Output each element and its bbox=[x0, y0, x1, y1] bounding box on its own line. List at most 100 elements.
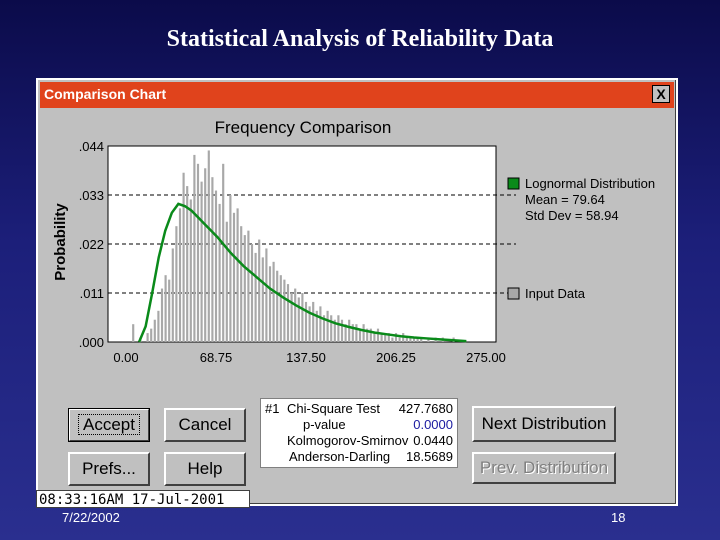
histogram-bar bbox=[243, 235, 246, 342]
window-titlebar[interactable]: Comparison Chart X bbox=[40, 82, 674, 108]
histogram-bar bbox=[157, 310, 160, 342]
stats-value: 18.5689 bbox=[406, 449, 453, 464]
histogram-bar bbox=[283, 279, 286, 342]
histogram-bar bbox=[250, 244, 254, 342]
histogram-bar bbox=[351, 324, 354, 342]
histogram-bar bbox=[337, 315, 340, 342]
histogram-bar bbox=[369, 328, 372, 342]
x-tick-label: 0.00 bbox=[113, 350, 138, 365]
accept-button[interactable]: Accept bbox=[68, 408, 150, 442]
histogram-bar bbox=[387, 333, 390, 342]
x-tick-label: 275.00 bbox=[466, 350, 506, 365]
histogram-bar bbox=[200, 181, 203, 342]
histogram-bar bbox=[340, 319, 344, 342]
footer-date: 7/22/2002 bbox=[62, 510, 120, 525]
histogram-bar bbox=[330, 315, 333, 342]
histogram-bar bbox=[290, 293, 293, 342]
accept-button-label: Accept bbox=[78, 414, 140, 435]
histogram-bar bbox=[146, 333, 149, 342]
histogram-bar bbox=[294, 288, 297, 342]
histogram-bar bbox=[398, 337, 401, 342]
histogram-bar bbox=[204, 168, 207, 342]
close-button[interactable]: X bbox=[652, 85, 670, 103]
stats-value: 0.0000 bbox=[413, 417, 453, 432]
legend-label: Lognormal Distribution bbox=[525, 176, 655, 191]
histogram-bar bbox=[391, 337, 394, 342]
histogram-bar bbox=[132, 324, 135, 342]
histogram-bar bbox=[168, 279, 171, 342]
legend-detail: Mean = 79.64 bbox=[525, 192, 605, 207]
histogram-bar bbox=[301, 293, 304, 342]
x-tick-label: 137.50 bbox=[286, 350, 326, 365]
histogram-bar bbox=[333, 319, 336, 342]
stats-label: p-value bbox=[303, 417, 346, 432]
cancel-button[interactable]: Cancel bbox=[164, 408, 246, 442]
y-axis-label: Probability bbox=[52, 203, 69, 281]
help-button[interactable]: Help bbox=[164, 452, 246, 486]
histogram-bar bbox=[416, 337, 419, 342]
histogram-bar bbox=[171, 248, 174, 342]
histogram-bar bbox=[232, 212, 236, 342]
y-tick-label: .011 bbox=[80, 286, 104, 301]
histogram-bar bbox=[326, 310, 329, 342]
comparison-chart-window: Comparison Chart X Frequency Comparison … bbox=[36, 78, 678, 506]
stats-value: 0.0440 bbox=[413, 433, 453, 448]
histogram-bar bbox=[412, 337, 416, 342]
histogram-bar bbox=[272, 261, 275, 342]
prev-distribution-button[interactable]: Prev. Distribution bbox=[472, 452, 616, 484]
y-tick-label: .022 bbox=[79, 237, 104, 252]
histogram-bar bbox=[380, 333, 383, 342]
stats-label: Kolmogorov-Smirnov bbox=[287, 433, 409, 448]
histogram-bar bbox=[150, 328, 153, 342]
legend-swatch bbox=[507, 177, 520, 190]
stats-row: Kolmogorov-Smirnov 0.0440 bbox=[261, 433, 457, 449]
histogram-bar bbox=[189, 199, 192, 342]
histogram-bar bbox=[362, 324, 365, 342]
histogram-bar bbox=[366, 328, 369, 342]
legend-swatch bbox=[507, 287, 520, 300]
histogram-bar bbox=[265, 248, 268, 342]
histogram-bar bbox=[348, 319, 351, 342]
histogram-bar bbox=[178, 208, 182, 342]
stats-row: p-value 0.0000 bbox=[261, 417, 457, 433]
status-clock: 08:33:16AM 17-Jul-2001 bbox=[36, 490, 250, 508]
histogram-bar bbox=[222, 163, 225, 342]
histogram-bar bbox=[225, 221, 228, 342]
legend-label: Input Data bbox=[525, 286, 586, 301]
histogram-bar bbox=[175, 226, 178, 342]
histogram-bar bbox=[276, 270, 279, 342]
histogram-bar bbox=[312, 301, 315, 342]
y-tick-label: .000 bbox=[79, 335, 104, 350]
stats-value: 427.7680 bbox=[398, 401, 453, 416]
stats-row: Chi-Square Test 427.7680 bbox=[261, 401, 457, 417]
histogram-bar bbox=[358, 328, 362, 342]
slide-title: Statistical Analysis of Reliability Data bbox=[166, 26, 554, 52]
prefs-button[interactable]: Prefs... bbox=[68, 452, 150, 486]
histogram-bar bbox=[373, 333, 376, 342]
histogram-bar bbox=[236, 208, 239, 342]
histogram-bar bbox=[319, 306, 322, 342]
histogram-bar bbox=[207, 150, 210, 342]
histogram-bar bbox=[261, 257, 264, 342]
x-tick-label: 206.25 bbox=[376, 350, 416, 365]
histogram-bar bbox=[196, 163, 200, 342]
histogram-bar bbox=[315, 310, 318, 342]
histogram-bar bbox=[229, 195, 232, 342]
histogram-bar bbox=[344, 324, 347, 342]
histogram-bar bbox=[214, 190, 218, 342]
page-number: 18 bbox=[611, 510, 626, 525]
histogram-bar bbox=[268, 266, 272, 342]
histogram-bar bbox=[160, 288, 164, 342]
frequency-comparison-chart: Frequency Comparison Probability .044 .03… bbox=[52, 118, 655, 365]
y-tick-label: .033 bbox=[79, 188, 104, 203]
goodness-of-fit-stats: #1 Chi-Square Test 427.7680 p-value 0.00… bbox=[260, 398, 458, 468]
histogram-bar bbox=[384, 333, 387, 342]
histogram-bar bbox=[193, 154, 196, 342]
histogram-bar bbox=[240, 226, 243, 342]
histogram-bar bbox=[376, 328, 380, 342]
histogram-bar bbox=[186, 186, 189, 342]
histogram-bar bbox=[211, 177, 214, 342]
next-distribution-button[interactable]: Next Distribution bbox=[472, 406, 616, 442]
stats-label: Anderson-Darling bbox=[289, 449, 391, 464]
histogram-bar bbox=[247, 230, 250, 342]
